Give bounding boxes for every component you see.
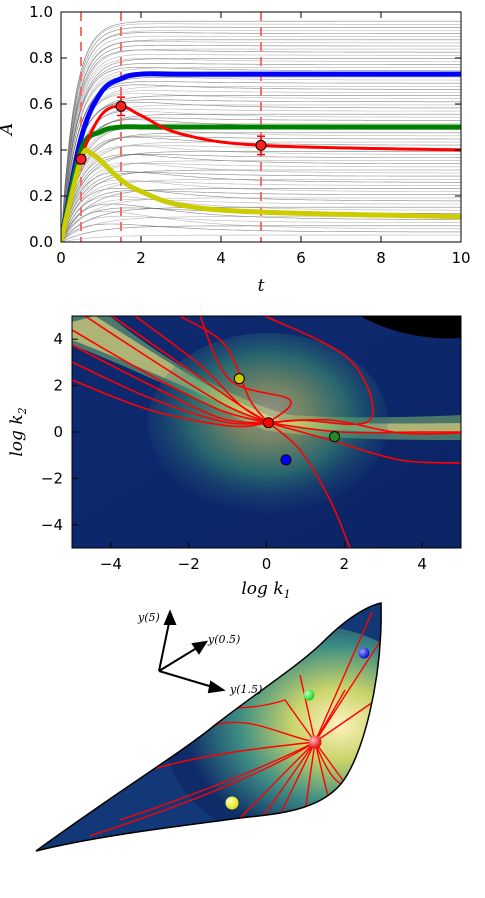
- x-tick-label: 2: [136, 249, 146, 267]
- heatmap-points: [233, 373, 341, 466]
- y-tick-label: 0: [53, 423, 63, 441]
- gray-trajectory: [61, 54, 461, 242]
- gray-trajectory: [61, 20, 461, 242]
- y-tick-label: −4: [41, 516, 63, 534]
- gray-trajectory: [61, 154, 461, 242]
- data-point: [115, 100, 127, 112]
- gray-trajectory: [61, 172, 461, 242]
- point-green: [329, 431, 341, 443]
- gray-trajectory: [61, 49, 461, 242]
- x-tick-label: −4: [100, 555, 122, 573]
- panel-c: y(5) y(0.5) y(1.5): [35, 602, 382, 852]
- x-tick-label: −2: [178, 555, 200, 573]
- contour-line: [72, 379, 269, 428]
- y-tick-label: 0.8: [29, 49, 53, 67]
- gray-trajectory: [61, 199, 461, 242]
- y-tick-label: 0.2: [29, 187, 53, 205]
- gray-trajectory: [61, 86, 461, 242]
- surface-point-red: [308, 735, 322, 749]
- contour-line: [134, 316, 269, 424]
- contour-line: [72, 344, 269, 424]
- gray-trajectory: [61, 234, 461, 242]
- gray-trajectory: [61, 215, 461, 242]
- series-line: [61, 124, 461, 242]
- vertical-dashed-lines: [80, 12, 262, 242]
- surface-point-green: [303, 689, 315, 701]
- gray-trajectory: [61, 23, 461, 242]
- point-yellow: [233, 373, 245, 385]
- triad-label-y15: y(1.5): [229, 683, 262, 696]
- x-tick-label: 0: [262, 555, 272, 573]
- x-tick-label: 0: [56, 249, 66, 267]
- y-tick-label: 2: [53, 377, 63, 395]
- gray-trajectory: [61, 188, 461, 242]
- point-red: [262, 417, 274, 429]
- contour-line: [268, 421, 461, 464]
- contour-line: [72, 361, 269, 425]
- data-point: [255, 139, 267, 151]
- contour-line: [199, 316, 292, 424]
- y-axis-label-b: log k2: [7, 407, 29, 456]
- gray-trajectory: [61, 67, 461, 242]
- x-tick-label: 10: [451, 249, 470, 267]
- gray-trajectory: [61, 160, 461, 242]
- gray-trajectory: [61, 162, 461, 242]
- panel-a: 0 2 4 6 8 10 0.0 0.2 0.4 0.6 0.8 1.0 t A: [0, 3, 471, 296]
- red-contour-curves: [72, 316, 461, 548]
- triad-label-y5: y(5): [137, 611, 160, 624]
- heatmap-dark-corner: [360, 316, 461, 339]
- triad-label-y05: y(0.5): [207, 633, 240, 646]
- contour-line: [267, 422, 351, 548]
- gray-trajectory: [61, 110, 461, 242]
- gray-trajectory: [61, 99, 461, 242]
- gray-trajectory: [61, 39, 461, 242]
- data-point: [75, 153, 87, 165]
- x-tick-label: 8: [376, 249, 386, 267]
- surface-red-curves: [89, 611, 382, 837]
- ticks-b: −4 −2 0 2 4 −4 −2 0 2 4: [41, 330, 427, 573]
- x-tick-label: 4: [417, 555, 427, 573]
- y-tick-label: −2: [41, 469, 63, 487]
- y-tick-label: 4: [53, 330, 63, 348]
- series-line: [61, 71, 461, 242]
- gray-trajectory: [61, 179, 461, 242]
- gray-trajectory: [61, 113, 461, 242]
- contour-line: [264, 316, 374, 426]
- y-tick-label: 0.4: [29, 141, 53, 159]
- axes-frame-a: [60, 11, 462, 243]
- y-axis-label-a: A: [0, 123, 17, 137]
- panel-b: −4 −2 0 2 4 −4 −2 0 2 4 log k1 log k2: [7, 315, 462, 601]
- contour-line: [72, 329, 269, 424]
- x-tick-label: 4: [216, 249, 226, 267]
- x-axis-label-b: log k1: [241, 579, 290, 601]
- axis-triad: [158, 609, 226, 694]
- contour-line: [84, 316, 269, 424]
- gray-trajectory: [61, 93, 461, 242]
- x-axis-label-a: t: [258, 276, 265, 296]
- ticks-a: 0 2 4 6 8 10 0.0 0.2 0.4 0.6 0.8 1.0: [29, 3, 470, 267]
- heatmap-ridge-inner: [72, 316, 461, 433]
- x-tick-label: 2: [340, 555, 350, 573]
- y-tick-label: 0.6: [29, 95, 53, 113]
- gray-trajectory: [61, 35, 461, 242]
- contour-line: [268, 421, 461, 434]
- contour-line: [179, 316, 270, 424]
- y-tick-label: 1.0: [29, 3, 53, 21]
- x-tick-label: 6: [296, 249, 306, 267]
- surface-point-blue: [358, 647, 370, 659]
- surface-point-yellow: [225, 796, 239, 810]
- gray-trajectory: [61, 203, 461, 242]
- gray-trajectory: [61, 81, 461, 242]
- point-blue: [280, 454, 292, 466]
- gray-trajectory: [61, 67, 461, 242]
- y-tick-label: 0.0: [29, 233, 53, 251]
- error-points: [75, 96, 267, 165]
